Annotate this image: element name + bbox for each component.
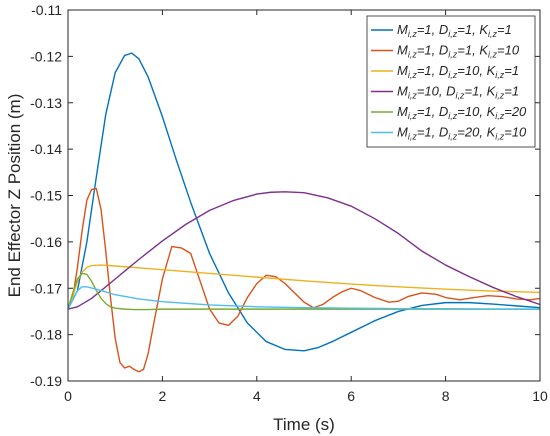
series-line-5 xyxy=(67,272,540,311)
series-line-2 xyxy=(67,187,541,373)
y-tick-label: -0.17 xyxy=(30,280,62,296)
x-tick-label: 0 xyxy=(64,388,72,404)
legend-entry: Mi,z=1, Di,z=10, Ki,z=1 xyxy=(397,63,519,80)
series-line-6 xyxy=(67,286,540,310)
y-axis-label: End Effector Z Position (m) xyxy=(5,94,24,298)
legend-entry: Mi,z=1, Di,z=20, Ki,z=10 xyxy=(397,125,527,142)
y-tick-label: -0.18 xyxy=(30,327,62,343)
x-tick-label: 6 xyxy=(347,388,355,404)
y-tick-label: -0.13 xyxy=(30,95,62,111)
y-tick-label: -0.11 xyxy=(31,2,62,18)
series-line-1 xyxy=(67,52,541,352)
legend: Mi,z=1, Di,z=1, Ki,z=1 Mi,z=1, Di,z=1, Ki… xyxy=(366,15,536,148)
x-tick-label: 8 xyxy=(442,388,450,404)
x-tick-label: 10 xyxy=(532,388,548,404)
legend-entry: Mi,z=10, Di,z=1, Ki,z=1 xyxy=(397,84,519,101)
x-tick-label: 4 xyxy=(253,388,261,404)
plot-area xyxy=(67,52,541,373)
legend-entry: Mi,z=1, Di,z=1, Ki,z=1 xyxy=(397,22,512,39)
axes: 0 2 4 6 8 10 -0.19 -0.18 -0.17 -0.16 -0.15 -0.14 -0.… xyxy=(30,2,548,404)
legend-entry: Mi,z=1, Di,z=10, Ki,z=20 xyxy=(397,104,527,121)
y-tick-label: -0.12 xyxy=(30,48,62,64)
legend-entry: Mi,z=1, Di,z=1, Ki,z=10 xyxy=(397,43,520,60)
y-tick-label: -0.15 xyxy=(30,188,62,204)
x-axis-label: Time (s) xyxy=(273,415,335,434)
y-tick-label: -0.14 xyxy=(30,141,62,157)
x-tick-label: 2 xyxy=(159,388,167,404)
y-tick-label: -0.16 xyxy=(30,234,62,250)
y-tick-label: -0.19 xyxy=(30,373,62,389)
legend-box xyxy=(366,15,536,148)
series-line-4 xyxy=(67,191,541,310)
